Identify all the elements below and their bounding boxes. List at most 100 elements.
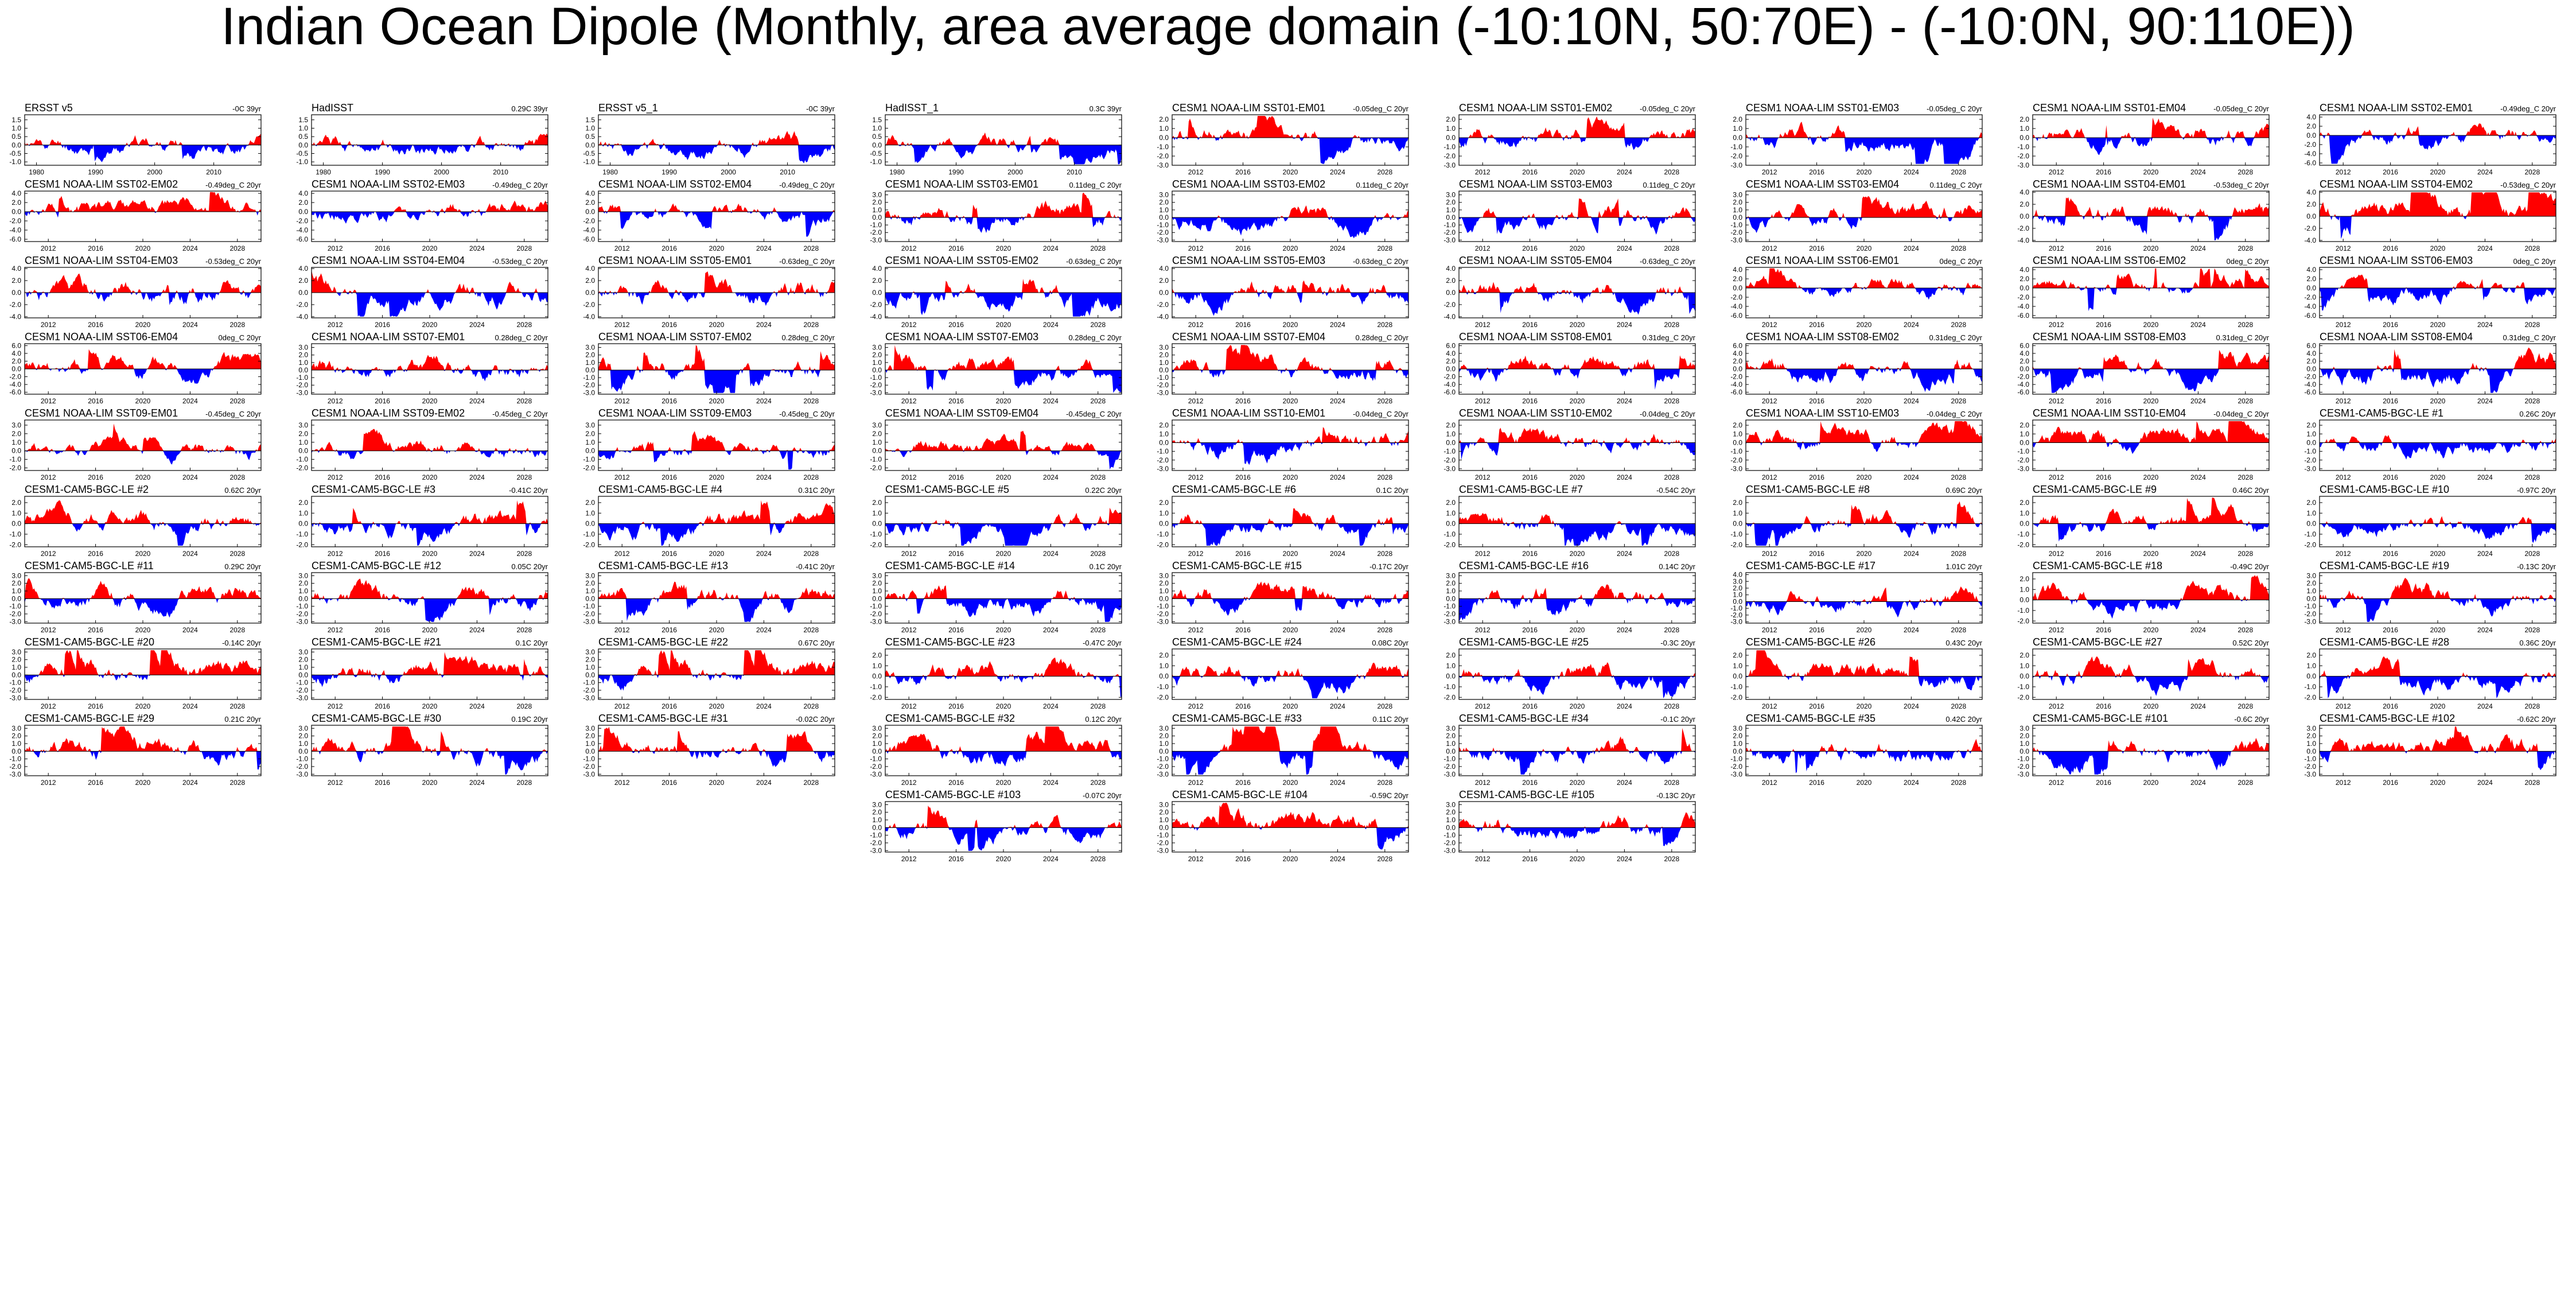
negative-anomaly-area <box>885 370 1122 393</box>
x-tick-label: 2028 <box>229 473 245 481</box>
positive-anomaly-area <box>2320 516 2556 524</box>
y-tick-label: -1.0 <box>2304 602 2316 610</box>
positive-anomaly-area <box>1172 116 1408 138</box>
y-tick-label: -3.0 <box>2017 770 2029 778</box>
positive-anomaly-area <box>25 192 261 212</box>
y-tick-label: -1.0 <box>296 679 308 687</box>
y-tick-label: -2.0 <box>1730 456 1742 464</box>
x-tick-label: 2020 <box>1570 473 1585 481</box>
x-tick-label: 2012 <box>901 626 917 634</box>
y-tick-label: -3.0 <box>1157 161 1169 169</box>
y-tick-label: -0.5 <box>296 149 308 157</box>
x-tick-label: 2016 <box>88 550 103 558</box>
x-tick-label: 2020 <box>1857 321 1872 329</box>
y-tick-label: -2.0 <box>2017 373 2029 381</box>
y-tick-label: 4.0 <box>1159 265 1169 273</box>
y-tick-label: -6.0 <box>2017 388 2029 396</box>
y-tick-label: 0.0 <box>1446 823 1456 831</box>
x-tick-label: 2020 <box>709 779 725 787</box>
y-tick-label: -2.0 <box>2017 540 2029 549</box>
plot-frame <box>598 114 835 166</box>
x-tick-label: 2020 <box>1570 626 1585 634</box>
negative-anomaly-area <box>885 217 1122 234</box>
positive-anomaly-area <box>312 726 548 752</box>
y-tick-label: -2.0 <box>583 381 595 389</box>
panel: CESM1-CAM5-BGC-LE #29 0.21C 20yr 3.02.01.0… <box>9 713 261 787</box>
y-tick-label: 2.0 <box>298 277 308 285</box>
x-tick-label: 2016 <box>661 626 677 634</box>
x-tick-label: 2024 <box>469 321 485 329</box>
y-tick-label: -3.0 <box>870 846 882 854</box>
positive-anomaly-area <box>2320 656 2556 676</box>
y-tick-label: 1.0 <box>11 587 21 595</box>
y-tick-label: -2.0 <box>870 464 882 472</box>
y-tick-label: 3.0 <box>872 191 882 199</box>
x-tick-label: 2024 <box>182 473 198 481</box>
y-tick-label: 4.0 <box>2306 113 2316 121</box>
x-tick-label: 2020 <box>1283 397 1298 405</box>
x-tick-label: 2012 <box>901 779 917 787</box>
y-tick-label: -1.0 <box>1443 602 1456 610</box>
negative-anomaly-area <box>1746 138 1982 164</box>
x-tick-label: 2012 <box>901 702 917 710</box>
panel-title: CESM1 NOAA-LIM SST05-EM03 <box>1172 255 1325 266</box>
panel: CESM1 NOAA-LIM SST02-EM03 -0.49deg_C 20yr… <box>296 178 548 252</box>
y-tick-label: 1.0 <box>585 587 595 595</box>
panel: CESM1-CAM5-BGC-LE #10 -0.97C 20yr 2.0 1.0 0.… <box>2304 484 2556 558</box>
x-tick-label: 2024 <box>756 779 772 787</box>
negative-anomaly-area <box>1746 217 1982 234</box>
panel-title: CESM1 NOAA-LIM SST10-EM01 <box>1172 407 1325 419</box>
y-tick-label: 2.0 <box>1733 584 1742 592</box>
y-tick-label: 2.0 <box>11 430 21 438</box>
panel-trend: -0.53deg_C 20yr <box>2500 181 2556 189</box>
y-tick-label: 1.0 <box>2306 509 2316 517</box>
negative-anomaly-area <box>25 675 261 683</box>
y-tick-label: -3.0 <box>1157 617 1169 625</box>
x-tick-label: 2016 <box>1809 321 1824 329</box>
panel-title: CESM1 NOAA-LIM SST05-EM02 <box>885 255 1038 266</box>
x-tick-label: 2024 <box>1043 855 1059 863</box>
y-tick-label: -2.0 <box>1157 610 1169 618</box>
y-tick-label: 3.0 <box>872 800 882 808</box>
y-tick-label: 3.0 <box>2019 724 2029 732</box>
y-tick-label: -6.0 <box>9 235 21 243</box>
x-tick-label: 2016 <box>2096 244 2111 252</box>
x-tick-label: 2012 <box>614 321 630 329</box>
x-tick-label: 2016 <box>2096 702 2111 710</box>
panel-title: CESM1-CAM5-BGC-LE #101 <box>2033 713 2168 724</box>
y-tick-label: 0.0 <box>11 289 21 297</box>
panel-title: CESM1 NOAA-LIM SST06-EM03 <box>2320 255 2473 266</box>
y-tick-label: -2.0 <box>870 763 882 771</box>
y-tick-label: 0.0 <box>1159 594 1169 602</box>
negative-anomaly-area <box>25 751 261 770</box>
x-tick-label: 2016 <box>2383 473 2398 481</box>
positive-anomaly-area <box>25 726 261 752</box>
negative-anomaly-area <box>2320 751 2556 771</box>
panel: CESM1-CAM5-BGC-LE #15 -0.17C 20yr 3.02.01.… <box>1157 560 1408 634</box>
x-tick-label: 2016 <box>661 473 677 481</box>
y-tick-label: -0.5 <box>870 149 882 157</box>
y-tick-label: -3.0 <box>870 388 882 396</box>
plot-frame <box>1172 114 1409 166</box>
y-tick-label: 0.0 <box>1446 594 1456 602</box>
plot-frame <box>1745 725 1983 776</box>
y-tick-label: 3.0 <box>1446 800 1456 808</box>
y-tick-label: -2.0 <box>583 301 595 309</box>
panel-title: CESM1 NOAA-LIM SST07-EM04 <box>1172 331 1325 343</box>
panel-title: CESM1-CAM5-BGC-LE #6 <box>1172 484 1296 495</box>
y-tick-label: 1.0 <box>298 740 308 748</box>
y-tick-label: 2.0 <box>872 808 882 816</box>
y-tick-label: -4.0 <box>2017 380 2029 388</box>
y-tick-label: 3.0 <box>1733 191 1742 199</box>
y-tick-label: -4.0 <box>1443 380 1456 388</box>
x-tick-label: 2016 <box>88 779 103 787</box>
negative-anomaly-area <box>312 293 548 317</box>
y-tick-label: -2.0 <box>1730 693 1742 701</box>
y-tick-label: 2.0 <box>1733 421 1742 429</box>
y-tick-label: 2.0 <box>2019 575 2029 583</box>
negative-anomaly-area <box>25 523 261 546</box>
x-tick-label: 1980 <box>602 168 618 176</box>
panel-title: HadISST <box>312 102 353 114</box>
y-tick-label: 1.0 <box>298 587 308 595</box>
y-tick-label: -3.0 <box>296 617 308 625</box>
